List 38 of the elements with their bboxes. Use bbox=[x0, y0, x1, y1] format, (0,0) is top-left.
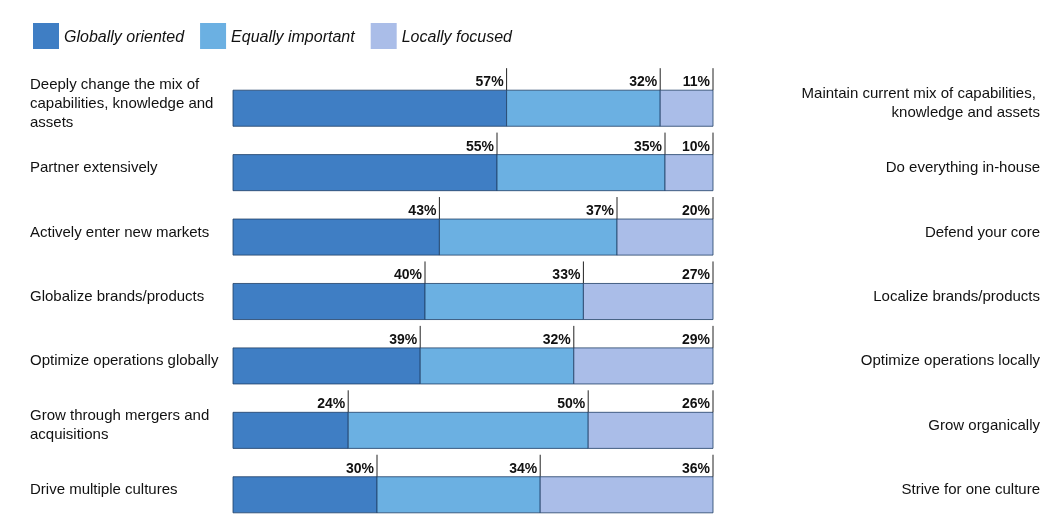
y2-tick-label: Do everything in-house bbox=[885, 158, 1040, 176]
y-tick-label: Optimize operations globally bbox=[30, 351, 219, 369]
data-label: 57% bbox=[475, 73, 505, 90]
y-tick-label: Drive multiple cultures bbox=[30, 480, 178, 498]
data-label: 37% bbox=[585, 202, 615, 219]
y-tick-label: Globalize brands/products bbox=[30, 287, 205, 304]
legend-label: Locally focused bbox=[401, 27, 514, 45]
data-label: 39% bbox=[389, 330, 418, 347]
y-tick-label: Deeply change the mix of capabilities, knowledge and assets bbox=[30, 74, 218, 130]
data-label: 50% bbox=[557, 395, 586, 412]
data-label: 55% bbox=[465, 137, 495, 154]
y2-tick-label: Strive for one culture bbox=[901, 480, 1040, 498]
y-tick-label: Actively enter new markets bbox=[30, 222, 210, 240]
data-label: 30% bbox=[345, 459, 375, 476]
y2-tick-label: Defend your core bbox=[924, 222, 1040, 240]
data-label: 34% bbox=[509, 459, 538, 476]
y2-tick-label: Optimize operations locally bbox=[860, 351, 1041, 369]
data-label: 40% bbox=[393, 266, 423, 283]
y2-tick-label: Maintain current mix of capabilities, knowledge and assets bbox=[801, 84, 1040, 121]
y2-tick-label: Localize brands/products bbox=[873, 287, 1040, 304]
data-label: 43% bbox=[408, 202, 437, 219]
data-label: 33% bbox=[552, 266, 581, 283]
data-label: 35% bbox=[633, 137, 663, 154]
data-label: 27% bbox=[681, 266, 711, 283]
data-label: 11% bbox=[682, 73, 711, 90]
y-tick-label: Grow through mergers and acquisitions bbox=[30, 406, 214, 443]
y-tick-label: Partner extensively bbox=[30, 158, 159, 176]
data-label: 32% bbox=[629, 73, 658, 90]
data-label: 24% bbox=[317, 395, 346, 412]
data-label: 29% bbox=[681, 330, 711, 347]
data-label: 32% bbox=[542, 330, 572, 347]
data-label: 26% bbox=[681, 395, 711, 412]
data-label: 36% bbox=[681, 459, 711, 476]
y2-tick-label: Grow organically bbox=[928, 415, 1041, 433]
data-label: 10% bbox=[681, 137, 711, 154]
legend-label: Globally oriented bbox=[64, 27, 186, 45]
legend-label: Equally important bbox=[231, 27, 356, 45]
data-label: 20% bbox=[681, 202, 711, 219]
